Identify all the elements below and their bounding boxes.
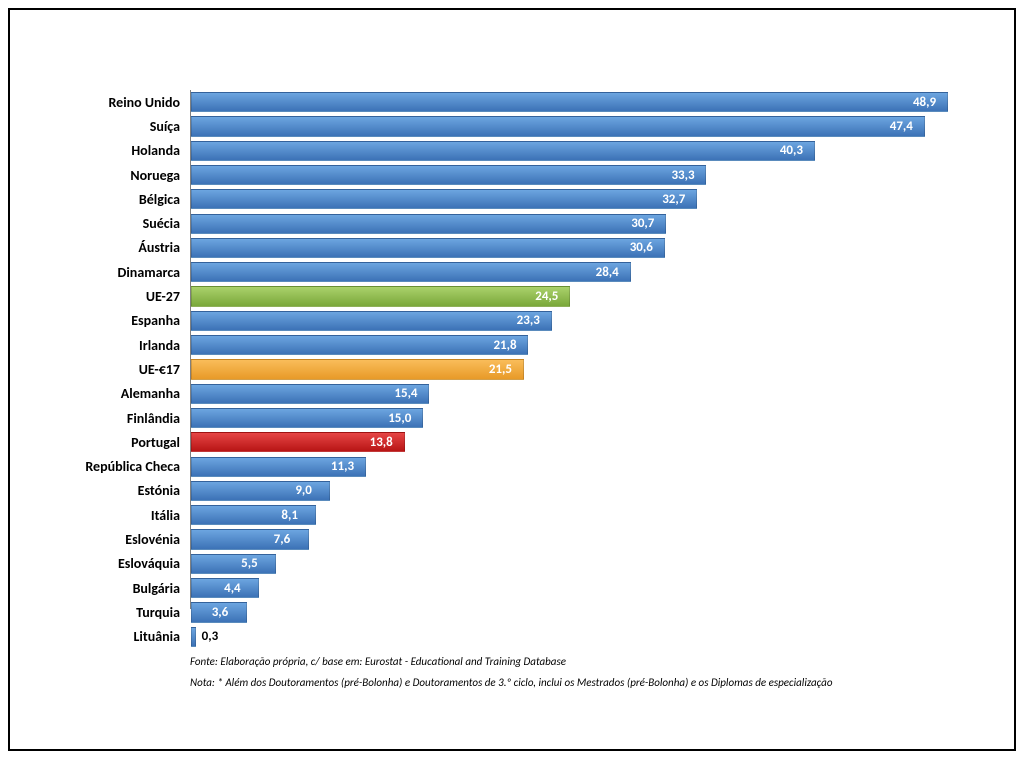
bar-row: UE-€1721,5 — [190, 357, 964, 381]
bar-category-label: Alemanha — [55, 382, 180, 406]
bar-row: Eslovénia7,6 — [190, 527, 964, 551]
bar-category-label: República Checa — [55, 455, 180, 479]
bar-value-label: 47,4 — [890, 114, 913, 138]
bar-value-label: 5,5 — [241, 552, 258, 576]
bar-value-label: 30,6 — [630, 236, 653, 260]
bar — [191, 141, 815, 161]
bar-row: Reino Unido48,9 — [190, 90, 964, 114]
bar — [191, 214, 666, 234]
bar-category-label: Áustria — [55, 236, 180, 260]
bar — [191, 335, 528, 355]
bar-row: Noruega33,3 — [190, 163, 964, 187]
bar-row: Dinamarca28,4 — [190, 260, 964, 284]
bar — [191, 238, 665, 258]
bar-category-label: Bélgica — [55, 187, 180, 211]
bar — [191, 554, 276, 574]
bar-row: República Checa11,3 — [190, 455, 964, 479]
bar-value-label: 13,8 — [370, 430, 393, 454]
bar-row: Eslováquia5,5 — [190, 552, 964, 576]
bar-category-label: Portugal — [55, 430, 180, 454]
bar-value-label: 40,3 — [780, 139, 803, 163]
bar-category-label: Holanda — [55, 139, 180, 163]
bar-row: Suécia30,7 — [190, 212, 964, 236]
bar — [191, 627, 196, 647]
bar-category-label: Noruega — [55, 163, 180, 187]
bar — [191, 92, 948, 112]
bar-value-label: 15,4 — [394, 382, 417, 406]
bar-category-label: Bulgária — [55, 576, 180, 600]
bar — [191, 262, 631, 282]
bar-value-label: 15,0 — [388, 406, 411, 430]
chart-frame: Reino Unido48,9Suíça47,4Holanda40,3Norue… — [8, 8, 1016, 751]
bars-container: Reino Unido48,9Suíça47,4Holanda40,3Norue… — [190, 90, 964, 609]
bar-row: Bélgica32,7 — [190, 187, 964, 211]
bar-row: Estónia9,0 — [190, 479, 964, 503]
bar-row: Turquia3,6 — [190, 600, 964, 624]
bar-category-label: UE-€17 — [55, 357, 180, 381]
bar-value-label: 0,3 — [202, 625, 219, 649]
bar-value-label: 7,6 — [274, 527, 291, 551]
bar-row: Áustria30,6 — [190, 236, 964, 260]
bar — [191, 189, 697, 209]
bar-row: Irlanda21,8 — [190, 333, 964, 357]
footnote-source: Fonte: Elaboração própria, c/ base em: E… — [190, 652, 964, 673]
footnotes: Fonte: Elaboração própria, c/ base em: E… — [190, 652, 964, 694]
bar-value-label: 21,5 — [489, 357, 512, 381]
bar-category-label: Eslovénia — [55, 527, 180, 551]
bar-value-label: 30,7 — [631, 212, 654, 236]
bar-row: Suíça47,4 — [190, 114, 964, 138]
footnote-note: Nota: * Além dos Doutoramentos (pré-Bolo… — [190, 673, 964, 694]
bar-value-label: 9,0 — [295, 479, 312, 503]
bar-category-label: Itália — [55, 503, 180, 527]
bar-row: UE-2724,5 — [190, 284, 964, 308]
bar-row: Alemanha15,4 — [190, 382, 964, 406]
bar-category-label: Suécia — [55, 212, 180, 236]
bar-category-label: Finlândia — [55, 406, 180, 430]
bar-value-label: 23,3 — [517, 309, 540, 333]
bar-category-label: Lituânia — [55, 625, 180, 649]
bar-category-label: Turquia — [55, 600, 180, 624]
bar-value-label: 21,8 — [493, 333, 516, 357]
bar-value-label: 28,4 — [596, 260, 619, 284]
bar-row: Lituânia0,3 — [190, 625, 964, 649]
bar-category-label: Dinamarca — [55, 260, 180, 284]
bar-category-label: Eslováquia — [55, 552, 180, 576]
bar-row: Itália8,1 — [190, 503, 964, 527]
bar-category-label: UE-27 — [55, 284, 180, 308]
bar-category-label: Reino Unido — [55, 90, 180, 114]
bar-value-label: 33,3 — [671, 163, 694, 187]
bar-category-label: Estónia — [55, 479, 180, 503]
bar — [191, 529, 309, 549]
bar-value-label: 4,4 — [224, 576, 241, 600]
bar-row: Espanha23,3 — [190, 309, 964, 333]
bar — [191, 286, 570, 306]
bar-row: Bulgária4,4 — [190, 576, 964, 600]
bar-value-label: 32,7 — [662, 187, 685, 211]
chart-area: Reino Unido48,9Suíça47,4Holanda40,3Norue… — [60, 90, 964, 649]
bar — [191, 359, 524, 379]
bar-category-label: Suíça — [55, 114, 180, 138]
bar-value-label: 11,3 — [331, 455, 354, 479]
bar-row: Portugal13,8 — [190, 430, 964, 454]
bar-row: Finlândia15,0 — [190, 406, 964, 430]
bar — [191, 311, 552, 331]
bar-value-label: 24,5 — [535, 284, 558, 308]
bar — [191, 165, 706, 185]
bar-value-label: 3,6 — [212, 600, 229, 624]
bar-value-label: 48,9 — [913, 90, 936, 114]
bar-row: Holanda40,3 — [190, 139, 964, 163]
bar-value-label: 8,1 — [281, 503, 298, 527]
bar — [191, 116, 925, 136]
bar-category-label: Espanha — [55, 309, 180, 333]
bar-category-label: Irlanda — [55, 333, 180, 357]
